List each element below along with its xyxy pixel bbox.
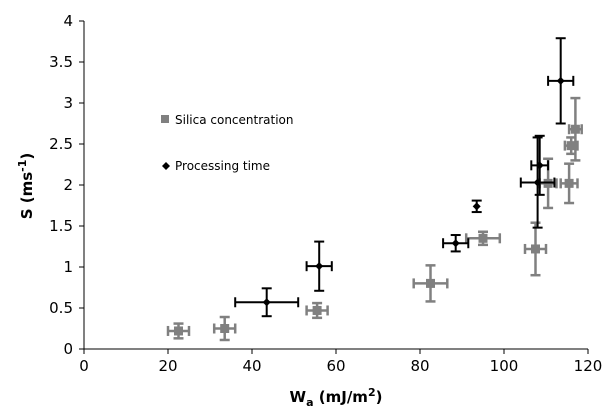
x-axis-title-main: W	[290, 388, 307, 406]
legend-label-processing-time: Processing time	[175, 159, 270, 173]
y-tick-label: 0.5	[49, 299, 73, 317]
square-marker	[174, 326, 183, 336]
diamond-marker	[451, 239, 460, 248]
y-tick-label: 2	[63, 176, 73, 194]
y-tick-label: 0	[63, 340, 73, 358]
series-silica-concentration	[166, 96, 583, 342]
y-tick-label: 2.5	[49, 135, 73, 153]
legend: Silica concentration Processing time	[161, 113, 294, 173]
data-point-processing-time	[305, 240, 333, 292]
square-marker	[564, 178, 574, 188]
plot-area	[166, 37, 583, 342]
legend-marker-silica-concentration	[161, 115, 169, 123]
x-tick-label: 80	[410, 357, 429, 375]
y-tick-label: 3.5	[49, 53, 73, 71]
x-tick-label: 100	[490, 357, 519, 375]
data-point-processing-time	[519, 136, 556, 229]
data-point-silica-concentration	[464, 230, 502, 247]
x-tick-label: 60	[326, 357, 345, 375]
y-ticks: 0 0.5 1 1.5 2 2.5 3 3.5 4	[49, 12, 84, 358]
data-point-processing-time	[234, 287, 300, 318]
diamond-marker	[315, 262, 324, 271]
x-tick-label: 120	[574, 357, 603, 375]
data-point-processing-time	[530, 134, 550, 196]
y-tick-label: 1.5	[49, 217, 73, 235]
y-tick-label: 4	[63, 12, 73, 30]
data-point-silica-concentration	[212, 315, 237, 342]
data-point-silica-concentration	[166, 322, 191, 340]
data-point-silica-concentration	[567, 96, 583, 162]
square-marker	[566, 141, 576, 151]
y-tick-label: 3	[63, 94, 73, 112]
square-marker	[312, 305, 322, 315]
legend-label-silica-concentration: Silica concentration	[175, 113, 294, 127]
data-point-processing-time	[442, 234, 470, 253]
square-marker	[531, 244, 540, 254]
x-ticks: 0 20 40 60 80 100 120	[79, 349, 602, 375]
data-point-processing-time	[471, 199, 482, 214]
legend-marker-processing-time	[162, 162, 170, 170]
x-axis-title-close: )	[376, 388, 383, 406]
diamond-marker	[472, 202, 481, 211]
y-tick-label: 1	[63, 258, 73, 276]
diamond-marker	[535, 161, 544, 170]
x-tick-label: 20	[158, 357, 177, 375]
y-axis-title: S (ms-1)	[16, 153, 36, 220]
data-point-silica-concentration	[412, 264, 449, 303]
x-axis-title-sup: 2	[368, 386, 376, 399]
series-processing-time	[234, 37, 575, 318]
x-axis-title-units: (mJ/m	[314, 388, 368, 406]
diamond-marker	[262, 298, 271, 307]
x-tick-label: 40	[242, 357, 261, 375]
x-tick-label: 0	[79, 357, 89, 375]
square-marker	[426, 278, 435, 288]
data-point-silica-concentration	[305, 301, 329, 320]
x-axis-title: Wa (mJ/m2)	[290, 386, 383, 408]
diamond-marker	[556, 76, 565, 85]
y-axis-title-close: )	[18, 153, 36, 160]
data-point-silica-concentration	[559, 162, 579, 205]
data-point-processing-time	[547, 37, 575, 125]
y-axis-title-sup: -1	[16, 160, 29, 172]
data-point-silica-concentration	[523, 221, 548, 277]
square-marker	[478, 233, 488, 243]
axes	[83, 21, 588, 350]
square-marker	[220, 324, 230, 333]
y-axis-title-main: S (ms	[18, 172, 36, 220]
square-marker	[570, 124, 580, 134]
x-axis-title-sub: a	[306, 396, 313, 408]
